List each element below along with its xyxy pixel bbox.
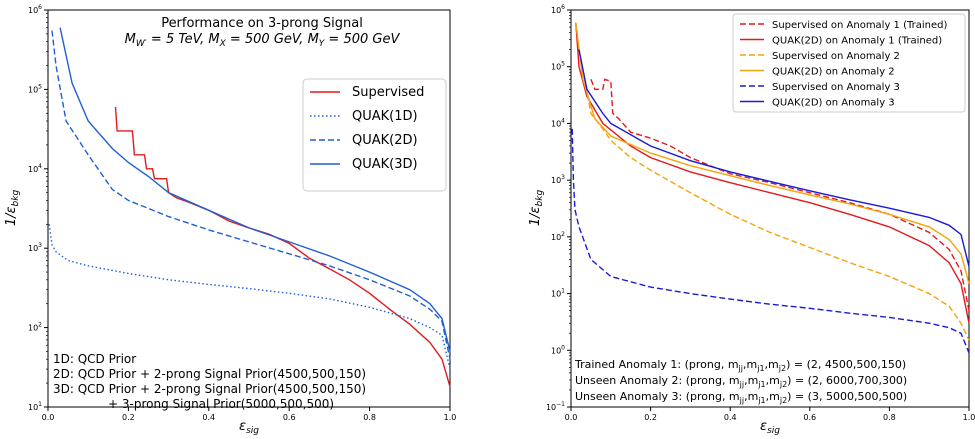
right-legend: Supervised on Anomaly 1 (Trained) QUAK(2D…	[732, 13, 966, 113]
left-legend-label-4: QUAK(3D)	[352, 157, 418, 172]
right-y-tick-label: 103	[551, 174, 565, 185]
left-plot-frame	[47, 9, 451, 408]
right-series-line-2	[575, 22, 970, 324]
left-y-tick-label: 103	[28, 242, 42, 253]
left-x-ticks: 0.0 0.2 0.4 0.6 0.8 1.0	[42, 407, 457, 422]
left-x-tick-label: 0.8	[363, 413, 376, 422]
right-x-tick-label: 0.2	[644, 413, 657, 422]
right-y-tick-label: 100	[551, 344, 565, 355]
left-series-lines	[48, 27, 451, 387]
right-legend-label-1: Supervised on Anomaly 1 (Trained)	[772, 20, 947, 31]
left-chart-subtitle: MW′ = 5 TeV, MX = 500 GeV, MY = 500 GeV	[125, 32, 401, 49]
right-legend-box	[732, 13, 966, 113]
left-legend-label-2: QUAK(1D)	[352, 109, 418, 124]
left-series-line-2	[48, 224, 451, 370]
left-series-line-1	[114, 106, 451, 387]
right-y-axis-label: 1/εbkg	[528, 190, 545, 227]
left-x-axis-label: εsig	[239, 419, 259, 435]
left-series-line-3	[51, 30, 451, 360]
right-series-line-1	[590, 78, 970, 311]
left-annotation-1: 1D: QCD Prior	[53, 352, 136, 366]
right-series-line-4	[575, 22, 970, 284]
right-x-ticks: 0.0 0.2 0.4 0.6 0.8 1.0	[565, 407, 975, 422]
right-chart: 0.0 0.2 0.4 0.6 0.8 1.0 10−110010110210310410…	[528, 4, 975, 436]
right-x-tick-label: 0.0	[565, 413, 578, 422]
left-y-tick-label: 106	[28, 4, 42, 15]
left-y-axis-label: 1/εbkg	[4, 190, 21, 227]
left-x-tick-label: 0.2	[122, 413, 135, 422]
right-series-line-3	[578, 49, 970, 341]
left-y-tick-label: 104	[28, 163, 42, 174]
right-legend-label-3: Supervised on Anomaly 2	[772, 51, 900, 62]
right-y-tick-label: 102	[551, 231, 565, 242]
right-annotation-1: Trained Anomaly 1: (prong, mjj,mj1,mj2) …	[574, 358, 906, 373]
left-legend: Supervised QUAK(1D) QUAK(2D) QUAK(3D)	[302, 78, 447, 192]
left-annotation-3: 3D: QCD Prior + 2-prong Signal Prior(450…	[53, 382, 366, 396]
right-x-tick-label: 0.4	[724, 413, 737, 422]
right-legend-label-5: Supervised on Anomaly 3	[772, 82, 900, 93]
right-legend-label-6: QUAK(2D) on Anomaly 3	[772, 98, 895, 109]
right-series-line-5	[571, 128, 970, 354]
right-y-tick-label: 105	[551, 61, 565, 72]
right-annotation-3: Unseen Anomaly 3: (prong, mjj,mj1,mj2) =…	[575, 390, 907, 405]
right-y-tick-label: 104	[551, 117, 565, 128]
right-annotation-2: Unseen Anomaly 2: (prong, mjj,mj1,mj2) =…	[575, 374, 907, 389]
right-y-tick-label: 101	[551, 288, 565, 299]
left-x-tick-label: 0.6	[283, 413, 296, 422]
left-legend-box	[302, 78, 447, 192]
left-x-tick-label: 0.0	[42, 413, 55, 422]
left-y-tick-label: 102	[28, 322, 42, 333]
right-legend-label-2: QUAK(2D) on Anomaly 1 (Trained)	[772, 36, 942, 47]
left-legend-label-1: Supervised	[352, 85, 424, 100]
left-annotations: 1D: QCD Prior 2D: QCD Prior + 2-prong Si…	[53, 352, 366, 411]
right-x-axis-label: εsig	[760, 419, 780, 435]
right-annotations: Trained Anomaly 1: (prong, mjj,mj1,mj2) …	[574, 358, 907, 405]
left-x-tick-label: 1.0	[444, 413, 457, 422]
left-y-tick-label: 105	[28, 83, 42, 94]
right-y-tick-label: 106	[551, 4, 565, 15]
right-x-tick-label: 1.0	[963, 413, 975, 422]
left-annotation-2: 2D: QCD Prior + 2-prong Signal Prior(450…	[53, 367, 366, 381]
left-chart: 0.0 0.2 0.4 0.6 0.8 1.0 101 102 103 104 105 106 Pe…	[4, 4, 457, 436]
right-x-tick-label: 0.8	[883, 413, 896, 422]
left-legend-label-3: QUAK(2D)	[352, 133, 418, 148]
right-series-lines	[571, 22, 970, 354]
right-y-ticks: 10−1 100 101 102 103 104 105 106	[546, 4, 571, 412]
right-y-tick-label: 10−1	[546, 401, 565, 412]
right-legend-label-4: QUAK(2D) on Anomaly 2	[772, 67, 895, 78]
left-annotation-4: + 3-prong Signal Prior(5000,500,500)	[108, 397, 334, 411]
right-x-tick-label: 0.6	[803, 413, 816, 422]
left-y-tick-label: 101	[28, 401, 42, 412]
left-x-tick-label: 0.4	[202, 413, 215, 422]
left-series-line-4	[59, 27, 451, 352]
left-y-ticks: 101 102 103 104 105 106	[28, 4, 48, 412]
right-series-line-6	[578, 49, 970, 267]
left-chart-title: Performance on 3-prong Signal	[161, 16, 363, 31]
